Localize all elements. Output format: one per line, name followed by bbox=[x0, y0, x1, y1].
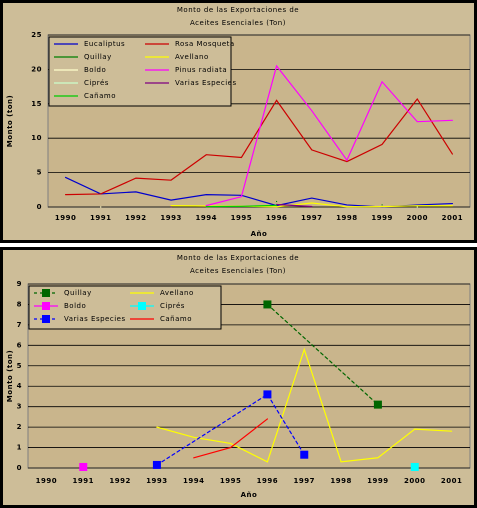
x-tick-label: 1993 bbox=[160, 214, 181, 222]
y-tick-label: 3 bbox=[17, 403, 22, 411]
y-tick-label: 0 bbox=[17, 464, 22, 472]
legend-label: Avellano bbox=[160, 289, 194, 297]
series-line bbox=[64, 97, 454, 196]
legend-marker bbox=[138, 302, 146, 310]
x-tick-label: 1994 bbox=[196, 214, 217, 222]
y-tick-label: 20 bbox=[31, 65, 42, 73]
y-tick-label: 9 bbox=[17, 280, 22, 288]
chart-title: Aceites Esenciales (Ton) bbox=[190, 267, 286, 275]
y-tick-label: 25 bbox=[31, 31, 42, 39]
marker bbox=[79, 462, 88, 471]
y-axis-label: Monto (ton) bbox=[6, 95, 14, 147]
legend-marker bbox=[42, 315, 50, 323]
marker bbox=[410, 462, 419, 471]
marker bbox=[263, 300, 272, 309]
x-tick-label: 1999 bbox=[367, 477, 388, 485]
x-tick-label: 1990 bbox=[55, 214, 76, 222]
chart-title: Monto de las Exportaciones de bbox=[177, 254, 299, 262]
legend-marker bbox=[42, 302, 50, 310]
legend-label: Avellano bbox=[175, 53, 209, 61]
series-line bbox=[266, 303, 379, 406]
y-tick-label: 8 bbox=[17, 300, 22, 308]
legend-label: Rosa Mosqueta bbox=[175, 40, 235, 48]
x-tick-label: 1998 bbox=[336, 214, 357, 222]
legend-box bbox=[28, 285, 222, 330]
y-tick-label: 6 bbox=[17, 341, 22, 349]
y-tick-label: 15 bbox=[31, 100, 42, 108]
x-tick-label: 1995 bbox=[220, 477, 241, 485]
y-tick-label: 5 bbox=[37, 169, 42, 177]
x-tick-label: 2000 bbox=[404, 477, 425, 485]
x-tick-label: 1994 bbox=[183, 477, 204, 485]
x-tick-label: 1999 bbox=[371, 214, 392, 222]
x-axis-label: Año bbox=[251, 230, 268, 238]
x-tick-label: 1992 bbox=[125, 214, 146, 222]
marker bbox=[300, 450, 309, 459]
x-tick-label: 1992 bbox=[109, 477, 130, 485]
series-line bbox=[156, 347, 453, 463]
legend-label: Cañamo bbox=[160, 315, 192, 323]
series-line bbox=[170, 203, 313, 208]
y-tick-label: 0 bbox=[37, 203, 42, 211]
x-tick-label: 2000 bbox=[407, 214, 428, 222]
legend-label: Varias Especies bbox=[64, 315, 126, 323]
legend-box bbox=[48, 36, 232, 107]
y-tick-label: 10 bbox=[31, 134, 42, 142]
x-axis-label: Año bbox=[241, 491, 258, 499]
x-tick-label: 1997 bbox=[294, 477, 315, 485]
y-tick-label: 4 bbox=[17, 382, 22, 390]
series-line bbox=[156, 393, 305, 466]
x-tick-label: 1996 bbox=[266, 214, 287, 222]
x-tick-label: 2001 bbox=[441, 477, 462, 485]
y-tick-label: 5 bbox=[17, 362, 22, 370]
legend-label: Varias Especies bbox=[175, 79, 237, 87]
marker bbox=[152, 460, 161, 469]
y-tick-label: 2 bbox=[17, 423, 22, 431]
legend-label: Cañamo bbox=[84, 92, 116, 100]
marker bbox=[373, 400, 382, 409]
series-line bbox=[193, 418, 269, 459]
x-tick-label: 1996 bbox=[257, 477, 278, 485]
x-tick-label: 1991 bbox=[90, 214, 111, 222]
series-line bbox=[205, 204, 278, 208]
legend-label: Eucaliptus bbox=[84, 40, 125, 48]
legend-label: Boldo bbox=[64, 302, 86, 310]
legend-label: Boldo bbox=[84, 66, 106, 74]
chart-title: Monto de las Exportaciones de bbox=[177, 6, 299, 14]
x-tick-label: 1993 bbox=[146, 477, 167, 485]
legend-label: Ciprés bbox=[160, 302, 185, 310]
legend-label: Ciprés bbox=[84, 79, 109, 87]
y-axis-label: Monto (ton) bbox=[6, 350, 14, 402]
legend-label: Pinus radiata bbox=[175, 66, 227, 74]
legend-marker bbox=[42, 289, 50, 297]
marker bbox=[263, 390, 272, 399]
x-tick-label: 1990 bbox=[36, 477, 57, 485]
legend-label: Quillay bbox=[64, 289, 92, 297]
y-tick-label: 1 bbox=[17, 444, 22, 452]
x-tick-label: 1991 bbox=[73, 477, 94, 485]
x-tick-label: 1998 bbox=[330, 477, 351, 485]
x-tick-label: 2001 bbox=[442, 214, 463, 222]
y-tick-label: 7 bbox=[17, 321, 22, 329]
legend-label: Quillay bbox=[84, 53, 112, 61]
series-line bbox=[205, 64, 454, 207]
x-tick-label: 1997 bbox=[301, 214, 322, 222]
series-line bbox=[275, 200, 383, 206]
chart-title: Aceites Esenciales (Ton) bbox=[190, 19, 286, 27]
x-tick-label: 1995 bbox=[231, 214, 252, 222]
